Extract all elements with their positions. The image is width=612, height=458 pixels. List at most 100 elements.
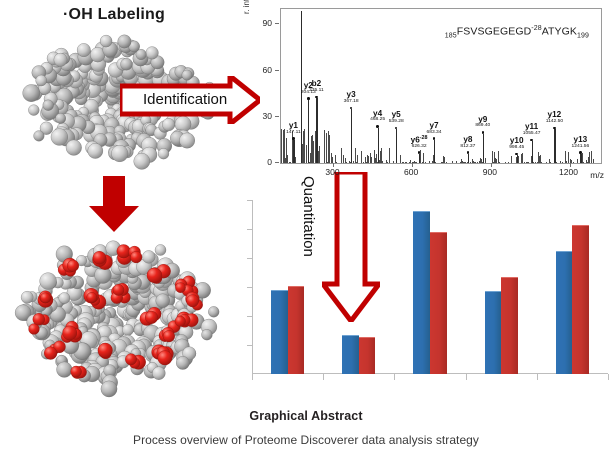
bar-chart-plot-area	[252, 200, 608, 374]
spectrum-noise-peak	[422, 162, 424, 163]
spectrum-noise-peak	[516, 156, 517, 163]
spectrum-noise-peak	[357, 155, 359, 163]
spectrum-noise-peak	[511, 156, 513, 163]
spectrum-noise-peak	[302, 143, 304, 163]
spectrum-annotated-peak	[396, 129, 398, 163]
spectrum-peak-marker	[349, 106, 353, 110]
caption-subtitle: Process overview of Proteome Discoverer …	[133, 433, 479, 447]
spectrum-noise-peak	[330, 160, 332, 163]
spectrum-annotated-peak	[308, 99, 310, 163]
spectrum-annotated-peak	[516, 155, 518, 163]
bar-chart-bar	[501, 277, 518, 374]
spectrum-noise-peak	[401, 162, 403, 163]
bar-chart-bar	[413, 211, 430, 374]
spectrum-noise-peak	[464, 162, 466, 163]
spectrum-noise-peak	[303, 130, 305, 163]
spectrum-peak-mz: 539.28	[388, 118, 404, 124]
spectrum-noise-peak	[378, 160, 380, 163]
spectrum-noise-peak	[494, 162, 496, 163]
spectrum-peak-name: y2	[303, 80, 313, 90]
spectrum-y-axis-label: r. int. (%)	[242, 0, 251, 14]
spectrum-noise-peak	[345, 157, 346, 163]
spectrum-noise-peak	[405, 162, 406, 163]
spectrum-noise-peak	[424, 162, 426, 163]
spectrum-x-tick-label: 300	[325, 167, 340, 177]
spectrum-noise-peak	[588, 160, 590, 163]
spectrum-x-axis-label: m/z	[590, 170, 604, 180]
spectrum-noise-peak	[402, 161, 404, 163]
spectrum-noise-peak	[415, 162, 417, 163]
spectrum-annotated-peak	[316, 98, 318, 163]
spectrum-noise-peak	[364, 156, 366, 163]
spectrum-noise-peak	[462, 161, 464, 163]
spectrum-noise-peak	[494, 152, 496, 163]
spectrum-noise-peak	[336, 162, 338, 163]
spectrum-noise-peak	[495, 158, 497, 163]
spectrum-peak-mz: 235.11	[309, 88, 324, 93]
spectrum-peak-name: y3	[346, 90, 356, 100]
spectrum-peak-marker	[579, 151, 582, 154]
bar-chart-bar	[430, 232, 447, 374]
spectrum-noise-peak	[400, 162, 402, 163]
spectrum-noise-peak	[570, 159, 572, 163]
spectrum-peak-name: y7	[429, 120, 439, 130]
spectrum-y-tick-mark	[275, 162, 279, 163]
spectrum-x-tick-mark	[569, 163, 571, 167]
spectrum-noise-peak	[355, 147, 357, 163]
spectrum-x-tick-mark	[490, 163, 492, 167]
spectrum-noise-peak	[367, 155, 369, 163]
spectrum-noise-peak	[318, 160, 320, 163]
spectrum-noise-peak	[591, 151, 592, 163]
spectrum-noise-peak	[541, 162, 542, 163]
spectrum-y-tick-label: 30	[262, 110, 272, 121]
spectrum-y-tick-mark	[275, 23, 279, 25]
protein-space-filling-model-oxidized	[10, 228, 226, 398]
spectrum-noise-peak	[335, 162, 337, 163]
spectrum-noise-peak	[416, 161, 418, 163]
spectrum-peak-mz: 468.25	[370, 117, 386, 123]
spectrum-noise-peak	[360, 151, 362, 163]
spectrum-noise-peak	[481, 161, 483, 163]
spectrum-peak-modification: -28	[419, 134, 428, 141]
spectrum-noise-peak	[473, 162, 475, 163]
peptide-end-residue: 199	[577, 32, 589, 40]
spectrum-noise-peak	[412, 162, 414, 163]
spectrum-peak-mz: 626.32	[411, 144, 427, 150]
spectrum-noise-peak	[521, 153, 523, 163]
spectrum-annotated-peak	[531, 141, 533, 163]
spectrum-noise-peak	[387, 162, 388, 163]
identification-label: Identification	[143, 91, 228, 108]
spectrum-peak-label: y10 998.45	[499, 137, 535, 151]
spectrum-annotated-peak	[467, 153, 470, 163]
spectrum-noise-peak	[392, 162, 394, 163]
spectrum-noise-peak	[592, 158, 594, 163]
spectrum-noise-peak	[313, 141, 315, 163]
bar-chart-x-tick	[465, 374, 467, 380]
spectrum-noise-peak	[420, 158, 422, 163]
spectrum-noise-peak	[285, 138, 287, 163]
spectrum-x-tick-mark	[412, 163, 414, 167]
spectrum-peak-name: y6-28	[410, 134, 428, 145]
spectrum-noise-peak	[324, 129, 325, 163]
spectrum-noise-peak	[286, 154, 288, 163]
spectrum-noise-peak	[528, 162, 530, 163]
spectrum-noise-peak	[475, 162, 477, 163]
spectrum-noise-peak	[565, 161, 567, 163]
peptide-sequence-part2: ATYGK	[541, 25, 578, 38]
spectrum-annotated-peak	[482, 133, 484, 163]
spectrum-peak-label: y7 683.34	[416, 120, 452, 136]
spectrum-noise-peak	[470, 162, 472, 163]
bar-chart-y-tick	[247, 229, 253, 230]
spectrum-noise-peak	[442, 162, 444, 163]
spectrum-peak-marker	[530, 138, 533, 142]
spectrum-noise-peak	[564, 151, 566, 163]
spectrum-noise-peak	[429, 161, 431, 163]
bar-chart-y-tick	[247, 287, 253, 288]
spectrum-noise-peak	[334, 155, 336, 163]
spectrum-annotated-peak	[580, 153, 582, 163]
spectrum-peak-label: y6-28 626.32	[401, 134, 437, 150]
spectrum-noise-peak	[467, 162, 469, 163]
spectrum-peak-marker	[315, 95, 318, 99]
bar-chart-bar	[342, 334, 359, 374]
spectrum-noise-peak	[538, 162, 540, 163]
